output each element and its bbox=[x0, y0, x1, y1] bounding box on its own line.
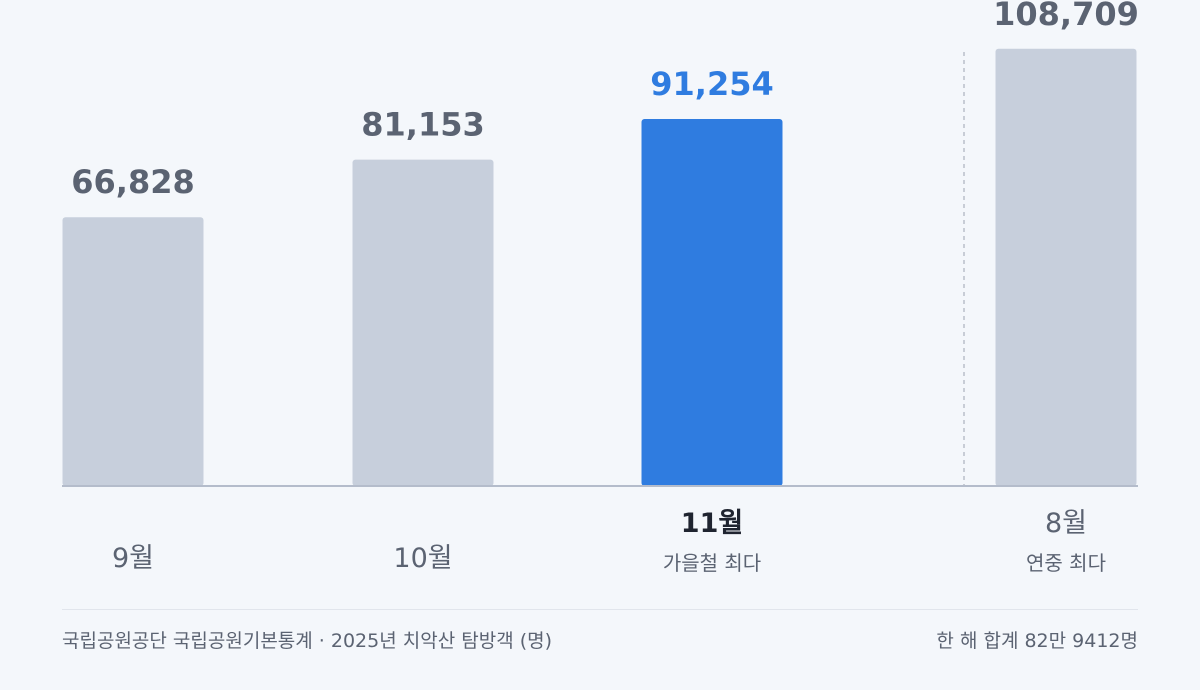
value-label-1: 66,828 bbox=[71, 163, 194, 201]
note-label-3: 가을철 최다 bbox=[663, 551, 761, 575]
footer-total: 한 해 합계 82만 9412명 bbox=[936, 630, 1138, 652]
value-label-3: 91,254 bbox=[650, 65, 773, 103]
bar-4 bbox=[995, 48, 1137, 486]
category-label-1: 9월 bbox=[112, 543, 154, 574]
value-label-4: 108,709 bbox=[993, 0, 1139, 33]
category-label-3: 11월 bbox=[681, 508, 743, 539]
value-label-2: 81,153 bbox=[361, 106, 484, 144]
bar-3 bbox=[641, 118, 783, 486]
bar-2 bbox=[352, 159, 494, 486]
footer-divider bbox=[62, 609, 1138, 610]
bar-1 bbox=[62, 217, 204, 486]
footer-source: 국립공원공단 국립공원기본통계 · 2025년 치악산 탐방객 (명) bbox=[62, 630, 553, 652]
category-label-4: 8월 bbox=[1045, 508, 1087, 539]
category-label-2: 10월 bbox=[393, 543, 452, 574]
note-label-4: 연중 최다 bbox=[1026, 551, 1106, 575]
